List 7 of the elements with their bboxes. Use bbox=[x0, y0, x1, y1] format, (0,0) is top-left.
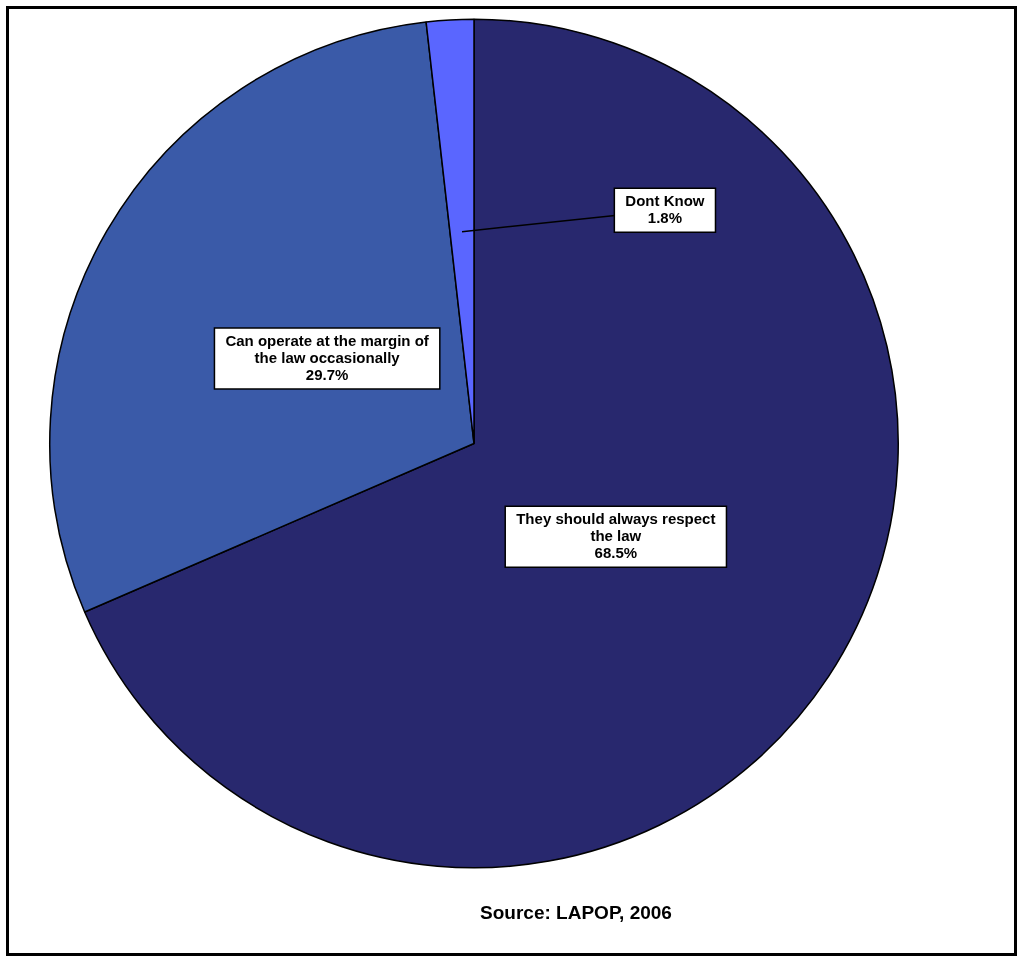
source-note: Source: LAPOP, 2006 bbox=[480, 902, 672, 924]
data-label: 68.5% bbox=[594, 543, 638, 561]
slice-label: Can operate at the margin of the law occasionally bbox=[225, 331, 430, 366]
data-label: 1.8% bbox=[647, 208, 683, 226]
slice-label: They should always respect the law bbox=[516, 509, 716, 544]
data-label: 29.7% bbox=[305, 365, 349, 383]
slice-label: Dont Know bbox=[625, 191, 705, 209]
